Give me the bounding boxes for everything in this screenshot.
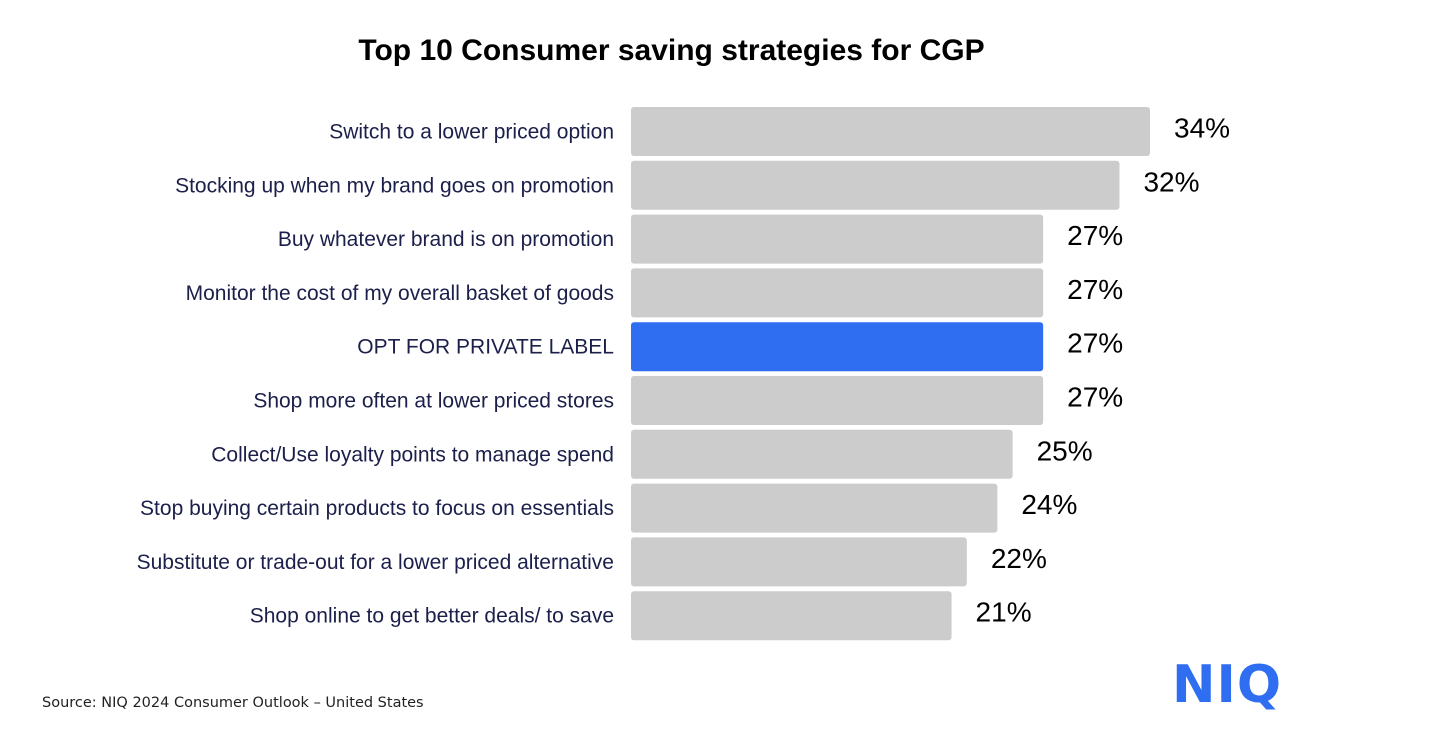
bar <box>631 268 1044 318</box>
value-label: 27% <box>1067 328 1123 359</box>
value-label: 21% <box>976 597 1032 628</box>
value-label: 24% <box>1021 489 1077 520</box>
category-label: OPT FOR PRIVATE LABEL <box>357 336 614 359</box>
bar <box>631 483 998 533</box>
chart-title: Top 10 Consumer saving strategies for CG… <box>358 34 985 67</box>
source-note: Source: NIQ 2024 Consumer Outlook – Unit… <box>42 695 424 711</box>
category-label: Collect/Use loyalty points to manage spe… <box>211 443 614 466</box>
value-label: 25% <box>1037 435 1093 466</box>
bar <box>631 429 1013 479</box>
category-label: Stop buying certain products to focus on… <box>140 497 614 520</box>
niq-logo: NIQ <box>1172 655 1283 715</box>
bar <box>631 537 967 587</box>
category-label: Shop online to get better deals/ to save <box>250 605 614 628</box>
category-label: Shop more often at lower priced stores <box>253 390 614 413</box>
category-label: Monitor the cost of my overall basket of… <box>186 282 614 305</box>
value-label: 27% <box>1067 382 1123 413</box>
value-label: 32% <box>1143 166 1199 197</box>
value-label: 27% <box>1067 274 1123 305</box>
value-label: 27% <box>1067 220 1123 251</box>
bar <box>631 376 1044 425</box>
bar <box>631 214 1044 264</box>
value-label: 34% <box>1174 113 1230 144</box>
bar <box>631 107 1150 156</box>
category-label: Switch to a lower priced option <box>329 121 614 144</box>
category-label: Stocking up when my brand goes on promot… <box>175 174 614 197</box>
bar-highlighted <box>631 322 1044 372</box>
bar <box>631 591 952 641</box>
category-label: Substitute or trade-out for a lower pric… <box>137 551 614 574</box>
value-label: 22% <box>991 543 1047 574</box>
category-label: Buy whatever brand is on promotion <box>278 228 614 251</box>
bar <box>631 160 1120 210</box>
